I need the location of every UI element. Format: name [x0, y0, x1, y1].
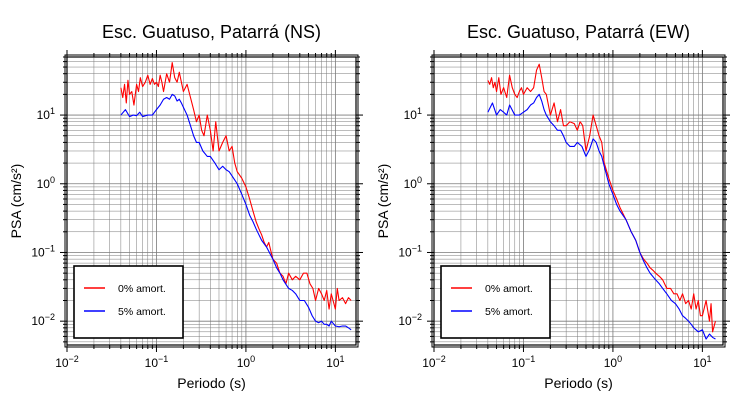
plot-frame	[66, 56, 357, 346]
series-line-blue	[487, 93, 716, 340]
x-tick-label: 10−1	[145, 354, 169, 370]
y-tick-label: 100	[37, 175, 55, 191]
y-tick-label: 10−1	[31, 243, 55, 259]
x-axis-label: Periodo (s)	[177, 375, 245, 391]
legend-label: 0% amort.	[485, 283, 533, 295]
y-tick-label: 10−2	[398, 312, 422, 328]
x-tick-label: 10−2	[55, 354, 79, 370]
x-tick-label: 100	[237, 354, 255, 370]
legend-label: 5% amort.	[485, 306, 533, 318]
x-tick-label: 101	[326, 354, 344, 370]
y-tick-label: 101	[37, 106, 55, 122]
chart-panel-2: 10−2 10−1 100 101 10−2 10−1 100 101 Esc. Guatuso…	[375, 22, 730, 391]
legend-label: 5% amort.	[118, 306, 166, 318]
tick-marks	[427, 50, 730, 352]
x-tick-label: 100	[604, 354, 622, 370]
x-tick-label: 10−1	[512, 354, 536, 370]
y-tick-label: 101	[404, 106, 422, 122]
y-tick-label: 10−1	[398, 243, 422, 259]
legend-box	[73, 265, 184, 339]
plot-frame	[433, 56, 724, 346]
legend: 0% amort. 5% amort.	[440, 265, 551, 339]
y-tick-label: 10−2	[31, 312, 55, 328]
chart-title: Esc. Guatuso, Patarrá (NS)	[102, 22, 321, 42]
legend: 0% amort. 5% amort.	[73, 265, 184, 339]
x-tick-label: 10−2	[422, 354, 446, 370]
chart-panel-1: 10−2 10−1 100 101 10−2 10−1 100 101 Esc. Guatuso…	[8, 22, 363, 391]
x-axis-label: Periodo (s)	[544, 375, 612, 391]
series-line-red	[487, 63, 716, 333]
chart-title: Esc. Guatuso, Patarrá (EW)	[467, 22, 690, 42]
plot-frame-outer	[431, 54, 726, 348]
plot-frame-outer	[64, 54, 359, 348]
y-tick-label: 100	[404, 175, 422, 191]
y-axis-label: PSA (cm/s²)	[375, 164, 391, 239]
series-line-blue	[120, 93, 352, 331]
y-axis-label: PSA (cm/s²)	[8, 164, 24, 239]
legend-label: 0% amort.	[118, 283, 166, 295]
series-line-red	[120, 62, 352, 310]
x-tick-label: 101	[693, 354, 711, 370]
legend-box	[440, 265, 551, 339]
